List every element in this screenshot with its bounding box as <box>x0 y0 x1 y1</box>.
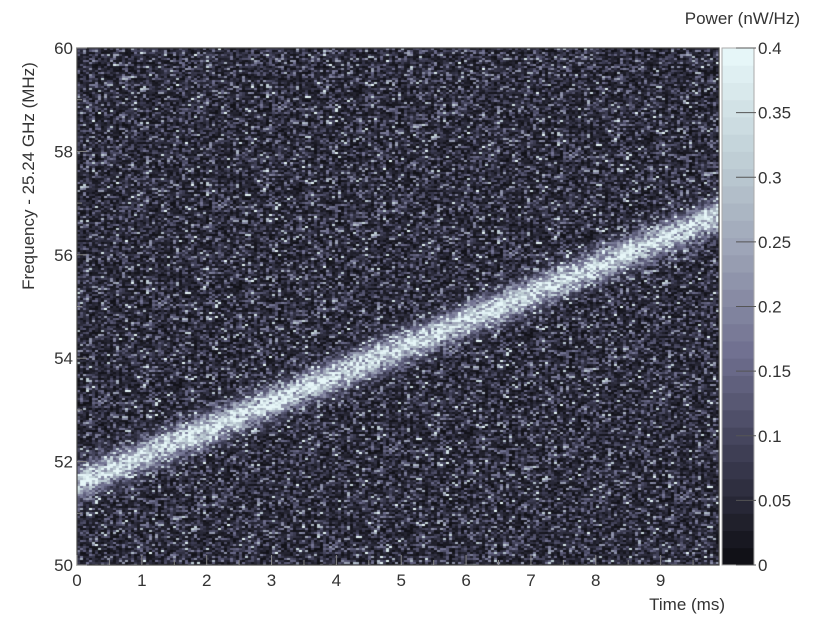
colorbar-tick-label: 0.35 <box>758 104 791 123</box>
colorbar-band <box>722 82 754 101</box>
y-axis-title: Frequency - 25.24 GHz (MHz) <box>19 62 38 290</box>
y-tick-label: 60 <box>54 39 73 58</box>
colorbar-band <box>722 151 754 170</box>
x-tick-label: 6 <box>461 571 470 590</box>
colorbar-tick-label: 0.15 <box>758 362 791 381</box>
x-tick-label: 0 <box>72 571 81 590</box>
colorbar-band <box>722 496 754 514</box>
colorbar-band <box>722 220 754 239</box>
colorbar: 0 0.05 0.1 0.15 0.2 0.25 0.3 0.35 0.4 <box>721 39 791 575</box>
colorbar-tick-label: 0 <box>758 556 767 575</box>
colorbar-band <box>722 513 754 532</box>
y-tick-label: 54 <box>54 349 73 368</box>
spectrogram-image <box>77 48 719 565</box>
x-tick-label: 2 <box>202 571 211 590</box>
x-axis-title: Time (ms) <box>649 595 725 614</box>
y-tick-label: 58 <box>54 142 73 161</box>
x-tick-label: 1 <box>137 571 146 590</box>
x-tick-label: 9 <box>656 571 665 590</box>
colorbar-tick-label: 0.2 <box>758 298 782 317</box>
colorbar-band <box>722 375 754 394</box>
colorbar-band <box>722 306 754 325</box>
colorbar-band <box>722 323 754 342</box>
colorbar-band <box>722 48 754 66</box>
colorbar-band <box>722 409 754 428</box>
y-tick-label: 50 <box>54 556 73 575</box>
plot-area <box>76 47 720 566</box>
colorbar-band <box>722 203 754 221</box>
colorbar-tick-label: 0.4 <box>758 39 782 58</box>
colorbar-band <box>722 99 754 118</box>
colorbar-band <box>722 478 754 497</box>
x-tick-label: 5 <box>397 571 406 590</box>
colorbar-band <box>722 289 754 307</box>
colorbar-band <box>722 185 754 204</box>
colorbar-tick-label: 0.25 <box>758 233 791 252</box>
colorbar-band <box>722 65 754 83</box>
colorbar-band <box>722 530 754 549</box>
colorbar-tick-label: 0.05 <box>758 491 791 510</box>
colorbar-band <box>722 547 754 566</box>
colorbar-band <box>722 444 754 463</box>
colorbar-band <box>722 340 754 359</box>
colorbar-band <box>722 237 754 256</box>
colorbar-band <box>722 134 754 152</box>
colorbar-band <box>722 116 754 135</box>
x-tick-label: 4 <box>332 571 341 590</box>
x-tick-label: 7 <box>526 571 535 590</box>
colorbar-band <box>722 461 754 480</box>
x-tick-label: 3 <box>267 571 276 590</box>
x-tick-label: 8 <box>591 571 600 590</box>
colorbar-tick-label: 0.1 <box>758 427 782 446</box>
y-tick-label: 52 <box>54 453 73 472</box>
colorbar-band <box>722 254 754 273</box>
colorbar-band <box>722 358 754 376</box>
colorbar-title: Power (nW/Hz) <box>685 9 800 28</box>
colorbar-band <box>722 272 754 290</box>
colorbar-tick-label: 0.3 <box>758 168 782 187</box>
colorbar-band <box>722 392 754 411</box>
y-tick-label: 56 <box>54 246 73 265</box>
